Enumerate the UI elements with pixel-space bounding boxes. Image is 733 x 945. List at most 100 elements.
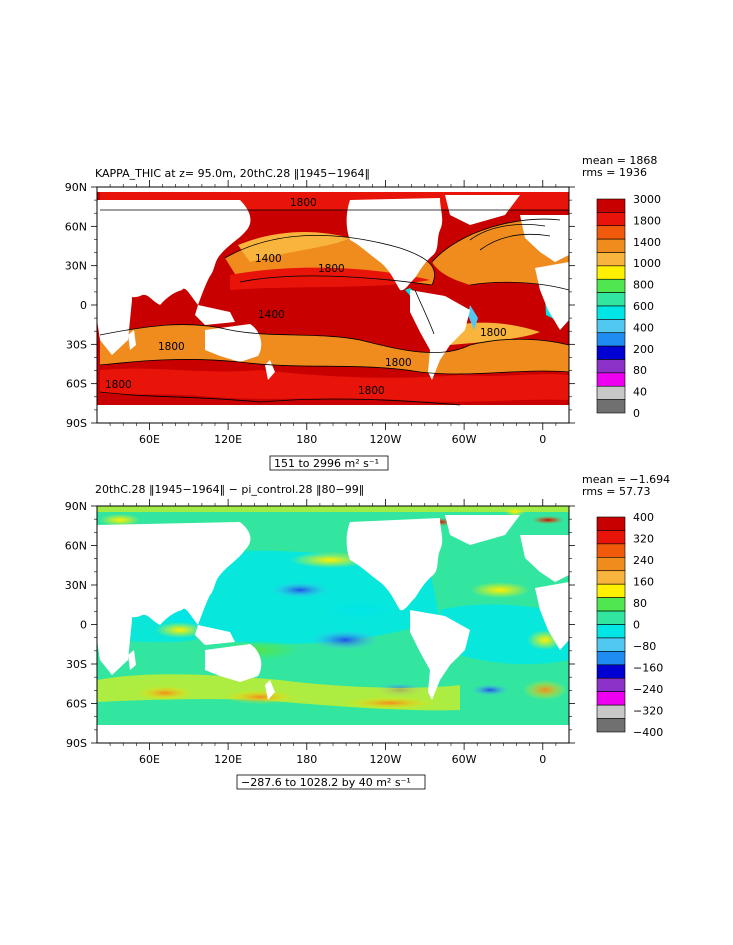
brazil-upwelling — [468, 305, 478, 330]
colorbar-label: 320 — [633, 533, 654, 546]
colorbar-swatch — [596, 583, 626, 598]
colorbar-label: −320 — [633, 705, 663, 718]
panel-1-mean: mean = 1868 — [582, 154, 657, 167]
contours — [99, 209, 569, 406]
colorbar-label: 800 — [633, 279, 654, 292]
lon-label: 120E — [214, 433, 242, 446]
panel-1-range-text: 151 to 2996 m² s⁻¹ — [274, 457, 379, 470]
anomaly-blob — [345, 697, 435, 709]
anomaly-blob — [310, 630, 380, 650]
colorbar-swatch — [596, 543, 626, 558]
anomaly-blob — [270, 582, 330, 598]
colorbar-label: −160 — [633, 662, 663, 675]
colorbar-swatch — [596, 664, 626, 679]
colorbar-label: −80 — [633, 640, 656, 653]
panel-2-map — [97, 506, 569, 743]
lon-label: 180 — [296, 753, 317, 766]
panel-1-title: KAPPA_THIC at z= 95.0m, 20thC.28 ‖1945−1… — [95, 167, 370, 180]
anomaly-blob — [155, 622, 205, 638]
contour-label: 1800 — [480, 327, 507, 339]
lon-label: 60W — [452, 433, 477, 446]
colorbar-swatch — [596, 637, 626, 652]
panel-2-mean: mean = −1.694 — [582, 473, 670, 486]
colorbar-swatch — [596, 372, 626, 387]
lon-label: 60E — [139, 433, 160, 446]
colorbar-swatch — [596, 651, 626, 666]
colorbar-label: 1000 — [633, 257, 661, 270]
colorbar-swatch — [596, 530, 626, 545]
panel-2-axes: 90N 60N 30N 0 30S 60S 90S 60E 120E 180 120W 60W 0 — [65, 499, 575, 766]
panel-2-title: 20thC.28 ‖1945−1964‖ − pi_control.28 ‖80… — [95, 483, 364, 496]
lon-label: 120E — [214, 753, 242, 766]
contour-label: 1800 — [290, 197, 317, 209]
colorbar-label: 240 — [633, 554, 654, 567]
panel-2-colorbar: 400 320 240 160 80 0 −80 −160 −240 −320 −400 — [596, 511, 663, 739]
colorbar-label: 0 — [633, 407, 640, 420]
colorbar-swatch — [596, 265, 626, 280]
panel-1-axes: 90N 60N 30N 0 30S 60S 90S 60E 120E 180 120W 60W 0 — [65, 180, 575, 446]
land — [97, 515, 569, 743]
lon-label: 120W — [370, 753, 402, 766]
anomaly-blob — [532, 516, 564, 524]
panel-2-rms: rms = 57.73 — [582, 485, 650, 498]
colorbar-swatch — [596, 597, 626, 612]
lat-label: 30N — [65, 260, 87, 273]
colorbar-swatch — [596, 332, 626, 347]
anomaly-blob — [470, 582, 530, 598]
arctic-yellow — [97, 506, 569, 512]
lon-label: 120W — [370, 433, 402, 446]
colorbar-swatch — [596, 225, 626, 240]
colorbar-label: 400 — [633, 321, 654, 334]
colorbar-swatch — [596, 238, 626, 253]
lat-label: 90N — [65, 500, 87, 513]
lon-label: 180 — [296, 433, 317, 446]
panel-1-range-box — [269, 455, 389, 471]
contour-label: 1800 — [385, 357, 412, 369]
colorbar-label: 0 — [633, 619, 640, 632]
colorbar-label: 200 — [633, 343, 654, 356]
lat-label: 0 — [80, 299, 87, 312]
lat-label: 30S — [66, 338, 87, 351]
colorbar-label: 40 — [633, 386, 647, 399]
anomaly-blob — [470, 684, 510, 696]
colorbar-swatch — [596, 399, 626, 414]
contour-label: 1800 — [158, 341, 185, 353]
acc-band — [100, 368, 569, 402]
north-pacific-high — [238, 232, 350, 262]
colorbar-label: 1800 — [633, 214, 661, 227]
colorbar-swatch — [596, 292, 626, 307]
colorbar-swatch — [596, 691, 626, 706]
contour-label: 1400 — [255, 253, 282, 265]
colorbar-swatch — [596, 516, 626, 531]
panel-1-rms: rms = 1936 — [582, 166, 647, 179]
contour-label: 1800 — [105, 379, 132, 391]
colorbar-swatch — [596, 718, 626, 733]
lat-label: 30S — [66, 658, 87, 671]
lat-label: 90N — [65, 181, 87, 194]
colorbar-swatch — [596, 570, 626, 585]
colorbar-label: 80 — [633, 597, 647, 610]
colorbar-swatch — [596, 624, 626, 639]
lat-label: 30N — [65, 579, 87, 592]
colorbar-swatch — [596, 252, 626, 267]
anomaly-blob — [523, 680, 567, 700]
colorbar-label: 160 — [633, 576, 654, 589]
atlantic-cyan — [440, 604, 569, 665]
panel-1: KAPPA_THIC at z= 95.0m, 20thC.28 ‖1945−1… — [65, 154, 661, 471]
land — [97, 187, 569, 423]
colorbar-swatch — [596, 385, 626, 400]
colorbar-swatch — [596, 305, 626, 320]
colorbar-label: −240 — [633, 683, 663, 696]
colorbar-label: −400 — [633, 726, 663, 739]
contour-label: 1800 — [318, 263, 345, 275]
lon-label: 0 — [539, 753, 546, 766]
lon-label: 60W — [452, 753, 477, 766]
panel-1-map: 1800 1400 1800 1400 1800 1800 1800 1800 … — [97, 187, 569, 423]
lon-label: 60E — [139, 753, 160, 766]
kuroshio-band — [230, 267, 430, 290]
lat-label: 60S — [66, 378, 87, 391]
colorbar-swatch — [596, 278, 626, 293]
colorbar-swatch — [596, 704, 626, 719]
